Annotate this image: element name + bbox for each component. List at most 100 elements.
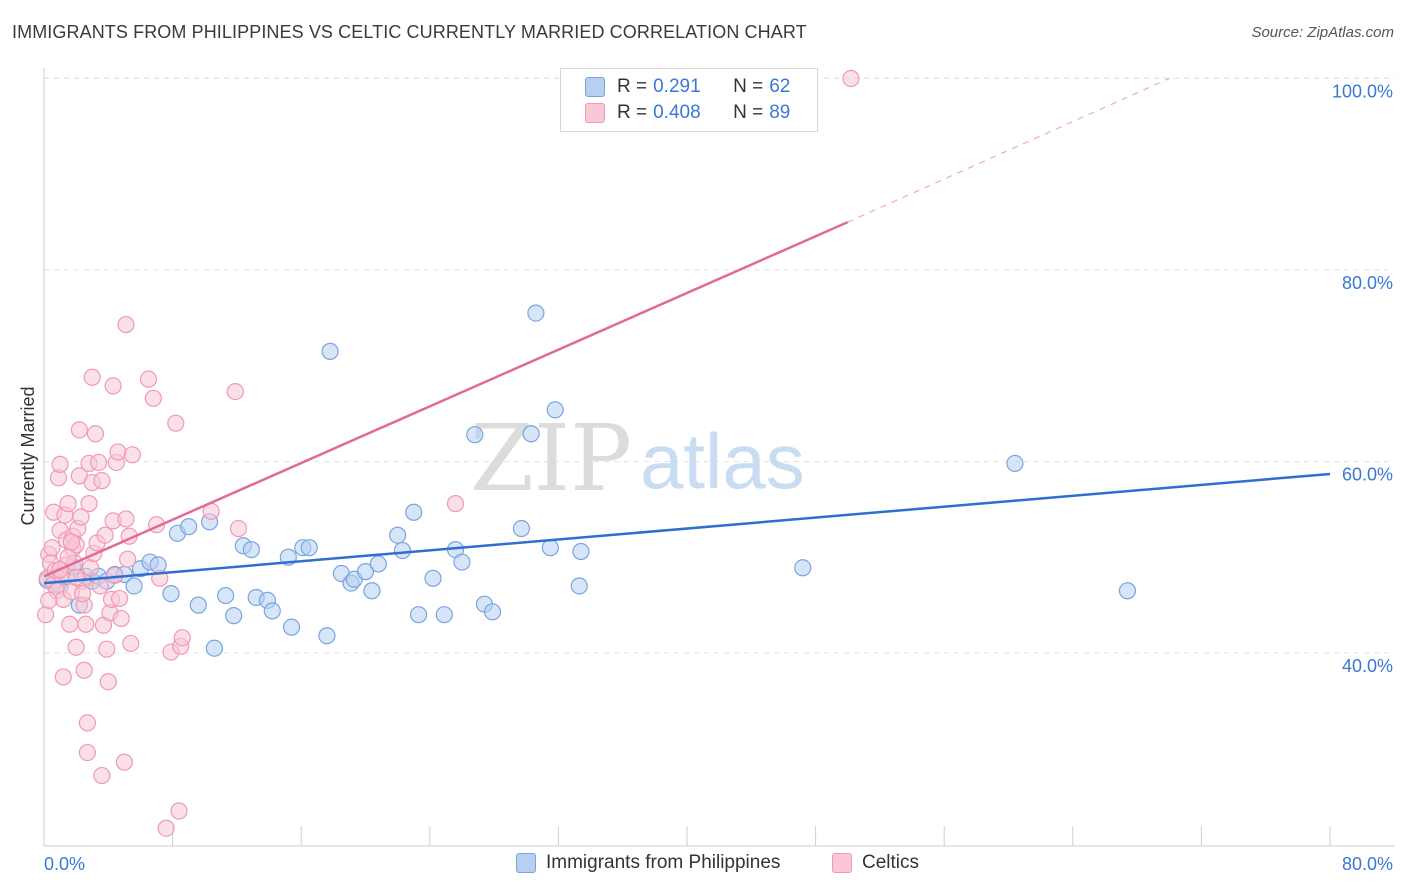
point-philippines — [512, 519, 531, 538]
point-philippines — [217, 586, 235, 605]
point-philippines — [389, 526, 407, 544]
x-tick-label: 80.0% — [1342, 854, 1393, 874]
point-celtics — [229, 519, 248, 538]
point-philippines — [300, 539, 318, 557]
point-philippines — [356, 563, 375, 581]
point-celtics — [78, 743, 97, 762]
legend-n-value: 62 — [769, 76, 791, 97]
point-philippines — [466, 426, 484, 444]
point-celtics — [73, 585, 92, 603]
point-celtics — [144, 389, 162, 407]
trend-lines — [43, 77, 1331, 585]
point-celtics — [446, 495, 465, 513]
point-celtics — [62, 533, 80, 551]
point-celtics — [173, 629, 191, 647]
legend-n-label: N = — [733, 102, 764, 123]
y-axis-label: Currently Married — [18, 386, 38, 525]
x-tick-label: 0.0% — [44, 854, 85, 874]
point-celtics — [109, 443, 127, 461]
trend-line-philippines — [43, 472, 1331, 585]
point-philippines — [282, 618, 301, 636]
point-philippines — [393, 541, 412, 560]
point-philippines — [546, 401, 564, 419]
point-celtics — [170, 802, 188, 820]
point-celtics — [61, 615, 79, 633]
bottom-legend-label-celtics: Celtics — [862, 852, 920, 873]
legend-swatch-pink — [585, 103, 605, 123]
point-celtics — [99, 673, 117, 691]
point-celtics — [110, 589, 129, 608]
point-philippines — [363, 582, 381, 600]
point-celtics — [117, 315, 135, 334]
point-philippines — [369, 555, 387, 573]
point-philippines — [409, 606, 428, 624]
point-celtics — [67, 638, 85, 656]
source-label: Source: ZipAtlas.com — [1251, 24, 1394, 41]
point-celtics — [78, 714, 97, 732]
watermark-atlas: atlas — [640, 417, 805, 505]
point-celtics — [118, 550, 137, 568]
point-philippines — [1006, 454, 1024, 473]
y-tick-label: 100.0% — [1332, 82, 1393, 102]
axes — [43, 68, 1395, 847]
point-philippines — [263, 602, 281, 620]
bottom-legend-celtics: Celtics — [832, 852, 919, 874]
bottom-legend-label-philippines: Immigrants from Philippines — [546, 852, 781, 873]
point-celtics — [139, 370, 158, 388]
point-philippines — [405, 503, 423, 521]
point-philippines — [572, 542, 590, 561]
point-philippines — [424, 569, 442, 587]
point-celtics — [51, 455, 69, 473]
point-philippines — [242, 540, 260, 559]
legend-r-value: 0.291 — [653, 76, 701, 97]
point-celtics — [93, 766, 111, 785]
legend-r-label: R = — [617, 76, 648, 97]
point-philippines — [318, 627, 336, 645]
trend-line-celtics — [43, 220, 849, 578]
point-celtics — [96, 526, 114, 544]
point-philippines — [321, 342, 339, 360]
point-celtics — [80, 495, 98, 513]
point-celtics — [59, 495, 77, 513]
data-points — [37, 69, 1137, 837]
point-philippines — [794, 559, 812, 577]
point-celtics — [54, 668, 72, 686]
legend-r-label: R = — [617, 102, 648, 123]
legend-row-celtics: R = 0.408 N = 89 — [585, 101, 808, 125]
y-tick-label: 60.0% — [1342, 465, 1393, 485]
legend-box: R = 0.291 N = 62 R = 0.408 N = 89 — [560, 68, 818, 132]
point-celtics — [115, 753, 133, 771]
point-philippines — [180, 518, 198, 536]
point-philippines — [225, 607, 243, 625]
point-celtics — [123, 446, 142, 464]
point-celtics — [77, 615, 95, 633]
point-celtics — [93, 472, 111, 490]
legend-n-label: N = — [733, 76, 764, 97]
watermark: ZIP atlas — [470, 405, 805, 512]
point-philippines — [483, 603, 502, 621]
bottom-legend-philippines: Immigrants from Philippines — [516, 852, 780, 874]
point-celtics — [98, 640, 116, 658]
point-celtics — [842, 69, 860, 88]
trend-line-celtics-extension — [847, 77, 1170, 223]
point-philippines — [162, 585, 180, 603]
point-celtics — [90, 453, 108, 472]
bottom-legend: Immigrants from Philippines Celtics — [0, 852, 1406, 878]
legend-swatch-blue — [585, 77, 605, 97]
point-celtics — [157, 819, 175, 837]
legend-n-value: 89 — [769, 102, 791, 123]
point-celtics — [43, 539, 61, 557]
point-celtics — [91, 577, 109, 595]
legend-row-philippines: R = 0.291 N = 62 — [585, 75, 808, 99]
bottom-legend-swatch-pink — [832, 853, 852, 873]
point-celtics — [37, 606, 55, 624]
legend-r-value: 0.408 — [653, 102, 701, 123]
point-celtics — [104, 377, 122, 395]
point-celtics — [82, 559, 100, 577]
point-celtics — [122, 634, 140, 653]
y-tick-label: 80.0% — [1342, 273, 1393, 293]
point-celtics — [67, 568, 85, 586]
tick-labels: 40.0% 60.0% 80.0% 100.0% 0.0% 80.0% — [44, 82, 1393, 875]
point-philippines — [522, 425, 540, 443]
